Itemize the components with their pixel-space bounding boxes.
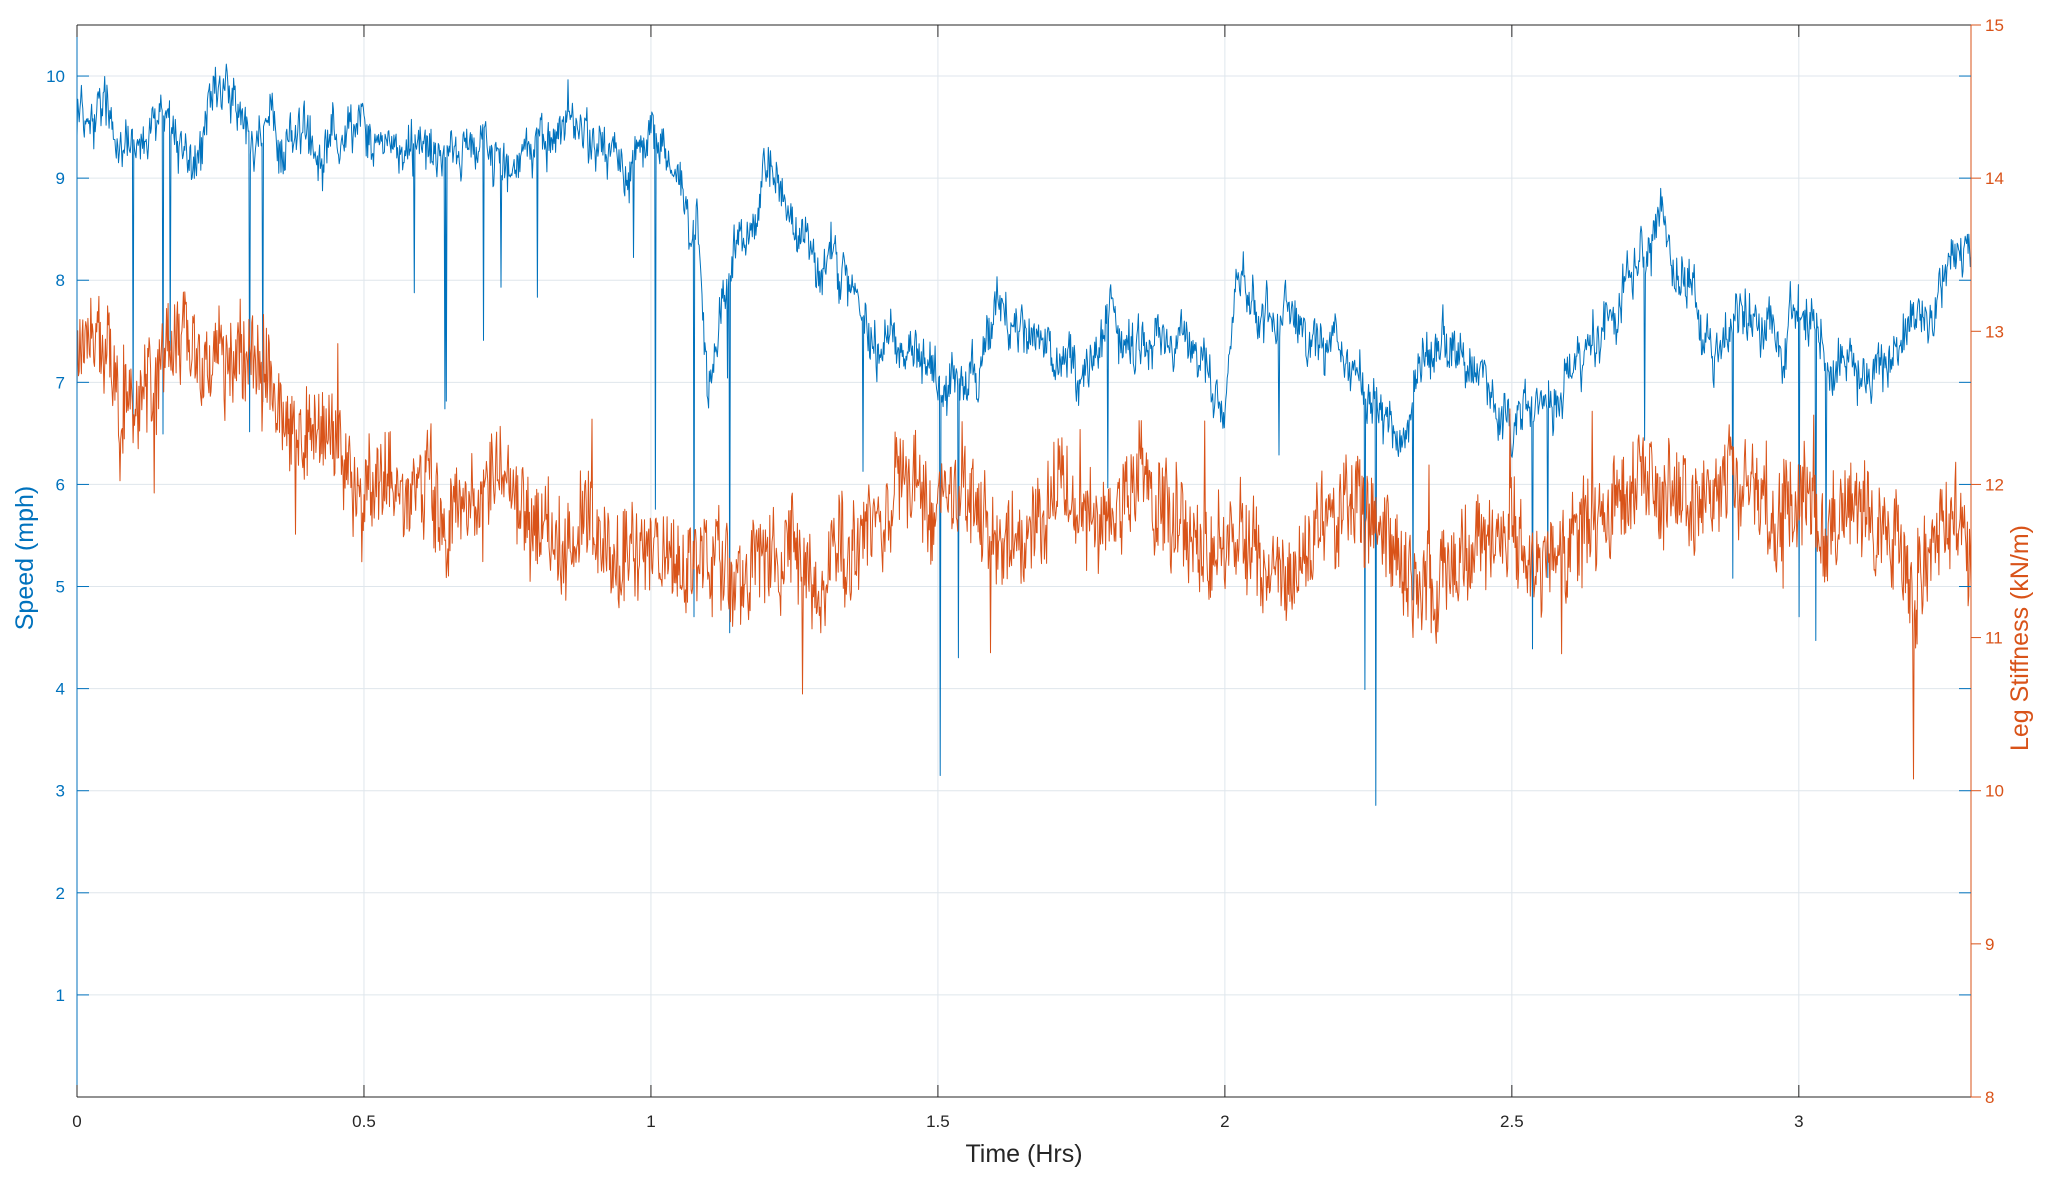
y-right-tick-label: 11 [1985,629,2003,648]
x-tick-label: 0 [72,1112,81,1131]
y-left-tick-label: 7 [56,373,65,392]
y-axis-left-label: Speed (mph) [11,486,39,631]
x-tick-label: 2.5 [1500,1112,1524,1131]
x-tick-label: 0.5 [352,1112,376,1131]
y-right-tick-label: 15 [1985,16,2004,35]
y-right-tick-label: 13 [1985,322,2004,341]
axes [76,24,1981,1098]
series-lines [76,63,1972,806]
y-left-tick-label: 3 [56,782,65,801]
x-tick-label: 1.5 [926,1112,950,1131]
y-left-tick-label: 4 [56,680,65,699]
leg-stiffness-series-line [76,291,1972,780]
y-left-tick-label: 2 [56,884,65,903]
x-axis-label: Time (Hrs) [965,1140,1082,1168]
y-left-tick-label: 9 [56,169,65,188]
speed-series-line [76,63,1972,806]
y-left-tick-label: 6 [56,475,65,494]
x-tick-label: 1 [646,1112,655,1131]
y-left-tick-label: 5 [56,578,65,597]
y-right-tick-label: 8 [1985,1088,1994,1107]
y-right-tick-label: 10 [1985,782,2004,801]
y-left-tick-label: 10 [46,67,65,86]
y-right-tick-label: 12 [1985,475,2004,494]
y-left-tick-label: 1 [56,986,65,1005]
y-left-tick-label: 8 [56,271,65,290]
x-tick-label: 2 [1220,1112,1229,1131]
y-axis-right-label: Leg Stiffness (kN/m) [2006,525,2034,751]
x-tick-label: 3 [1794,1112,1803,1131]
y-right-tick-label: 9 [1985,935,1994,954]
y-right-tick-label: 14 [1985,169,2004,188]
